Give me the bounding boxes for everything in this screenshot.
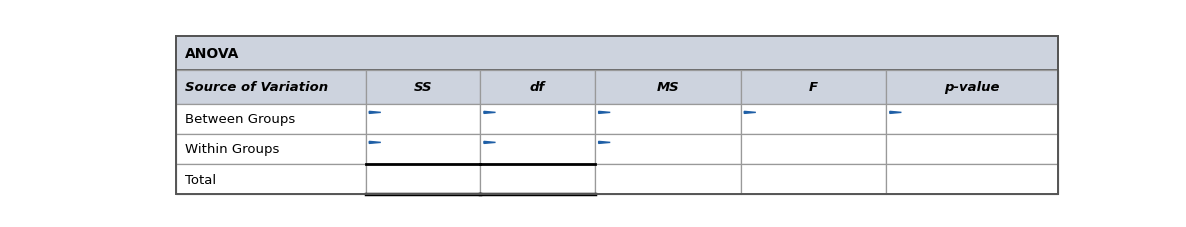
Bar [886,134,1058,164]
Bar [886,164,1058,194]
Bar [176,71,365,104]
Polygon shape [484,112,496,114]
Text: p-value: p-value [944,81,1000,94]
Bar [740,104,886,134]
Bar [886,104,1058,134]
Text: Within Groups: Within Groups [185,143,280,156]
Bar [595,104,740,134]
Bar [176,37,1058,71]
Bar [480,134,595,164]
Bar [480,71,595,104]
Bar [480,104,595,134]
Text: df: df [530,81,546,94]
Bar [365,134,480,164]
Bar [886,71,1058,104]
Bar [176,134,365,164]
Text: SS: SS [414,81,432,94]
Polygon shape [599,142,611,144]
Bar [365,164,480,194]
Bar [740,134,886,164]
Polygon shape [369,142,381,144]
Bar [595,134,740,164]
Bar [176,104,365,134]
Polygon shape [890,112,901,114]
Polygon shape [745,112,755,114]
Bar [595,164,740,194]
Bar [740,71,886,104]
Bar [595,71,740,104]
Bar [740,164,886,194]
Text: Source of Variation: Source of Variation [185,81,329,94]
Polygon shape [599,112,611,114]
Bar [480,164,595,194]
Bar [176,164,365,194]
Polygon shape [369,112,381,114]
Text: Between Groups: Between Groups [185,113,295,126]
Bar [365,71,480,104]
Text: Total: Total [185,173,216,186]
Polygon shape [484,142,496,144]
Bar [365,104,480,134]
Text: F: F [809,81,818,94]
Text: MS: MS [656,81,680,94]
Bar [176,37,1058,194]
Text: ANOVA: ANOVA [185,47,240,61]
